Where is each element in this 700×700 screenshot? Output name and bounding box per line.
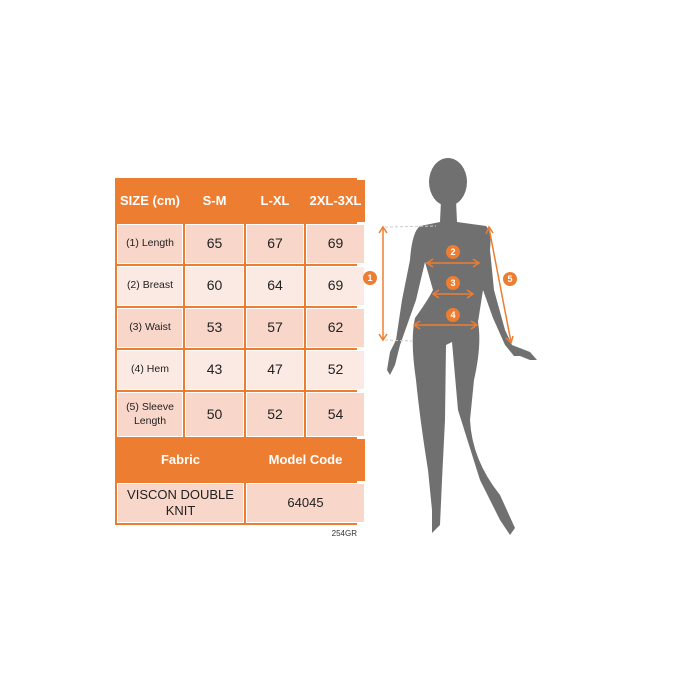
header-2xl-3xl: 2XL-3XL bbox=[306, 180, 365, 222]
row-label: (3) Waist bbox=[117, 308, 183, 348]
svg-text:1: 1 bbox=[367, 273, 372, 283]
marker-1: 1 bbox=[363, 271, 377, 285]
cell: 69 bbox=[306, 224, 365, 264]
cell: 47 bbox=[246, 350, 304, 390]
cell: 50 bbox=[185, 392, 244, 437]
cell: 67 bbox=[246, 224, 304, 264]
model-code-value: 64045 bbox=[246, 483, 365, 523]
header-size: SIZE (cm) bbox=[117, 180, 183, 222]
cell: 62 bbox=[306, 308, 365, 348]
cell: 57 bbox=[246, 308, 304, 348]
cell: 43 bbox=[185, 350, 244, 390]
svg-text:4: 4 bbox=[450, 310, 455, 320]
marker-5: 5 bbox=[503, 272, 517, 286]
cell: 52 bbox=[246, 392, 304, 437]
header-fabric: Fabric bbox=[117, 439, 244, 481]
cell: 54 bbox=[306, 392, 365, 437]
row-label: (2) Breast bbox=[117, 266, 183, 306]
cell: 64 bbox=[246, 266, 304, 306]
header-model-code: Model Code bbox=[246, 439, 365, 481]
cell: 53 bbox=[185, 308, 244, 348]
marker-4: 4 bbox=[446, 308, 460, 322]
cell: 65 bbox=[185, 224, 244, 264]
silhouette-figure bbox=[387, 158, 537, 535]
sleeve-arrow bbox=[488, 227, 512, 343]
product-code: 254GR bbox=[331, 529, 357, 538]
row-label: (4) Hem bbox=[117, 350, 183, 390]
svg-text:5: 5 bbox=[507, 274, 512, 284]
header-s-m: S-M bbox=[185, 180, 244, 222]
header-l-xl: L-XL bbox=[246, 180, 304, 222]
cell: 60 bbox=[185, 266, 244, 306]
row-label: (1) Length bbox=[117, 224, 183, 264]
size-chart-table: SIZE (cm) S-M L-XL 2XL-3XL (1) Length 65… bbox=[115, 178, 365, 525]
marker-2: 2 bbox=[446, 245, 460, 259]
fabric-value: VISCON DOUBLE KNIT bbox=[117, 483, 244, 523]
svg-text:2: 2 bbox=[450, 247, 455, 257]
cell: 52 bbox=[306, 350, 365, 390]
marker-3: 3 bbox=[446, 276, 460, 290]
svg-text:3: 3 bbox=[450, 278, 455, 288]
cell: 69 bbox=[306, 266, 365, 306]
row-label: (5) Sleeve Length bbox=[117, 392, 183, 437]
